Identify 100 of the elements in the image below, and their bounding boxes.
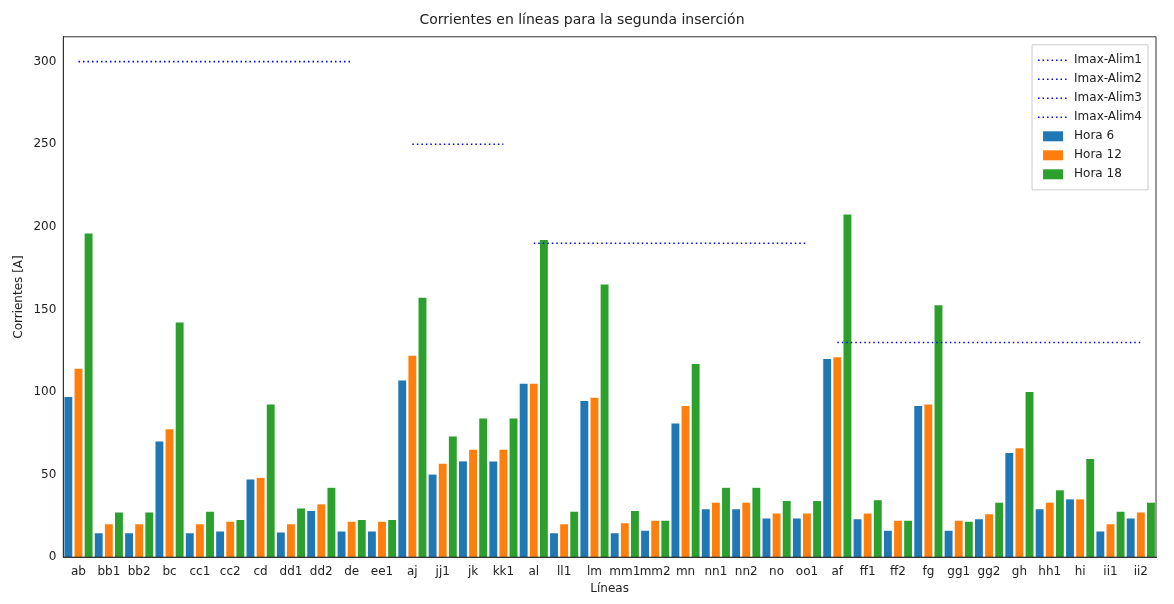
bar (266, 404, 275, 558)
bar (459, 461, 467, 558)
bar (327, 487, 336, 558)
bar (610, 533, 619, 558)
bar (1066, 499, 1074, 558)
x-tick-label: gg1 (947, 563, 971, 578)
bar (883, 530, 892, 558)
bar (641, 530, 650, 558)
legend-label: Hora 12 (1074, 147, 1122, 162)
x-tick-label: lm (586, 563, 602, 578)
x-tick-label: ab (70, 563, 86, 578)
bar (671, 423, 680, 558)
bar (550, 533, 558, 558)
bar (216, 531, 225, 558)
bar (469, 449, 478, 558)
chart-title: Corrientes en líneas para la segunda inserción (419, 11, 745, 28)
bar (995, 502, 1004, 558)
bar (1146, 502, 1155, 558)
bar (924, 404, 933, 558)
bar (843, 214, 852, 558)
x-tick-label: al (528, 563, 540, 578)
x-tick-label: fg (922, 563, 935, 578)
x-tick-label: de (344, 563, 360, 578)
legend-label: Imax-Alim4 (1074, 109, 1142, 124)
x-tick-label: cc2 (219, 563, 241, 578)
x-tick-label: aj (407, 563, 418, 578)
x-tick-label: dd1 (279, 563, 303, 578)
x-tick-label: jj1 (434, 563, 450, 578)
bar (661, 520, 670, 558)
bar (519, 383, 528, 558)
x-tick-label: dd2 (309, 563, 333, 578)
x-tick-label: cd (253, 563, 268, 578)
legend-label: Imax-Alim3 (1074, 90, 1142, 105)
y-tick-label: 250 (33, 136, 57, 151)
bar (863, 513, 872, 558)
bar (175, 322, 184, 558)
bar (236, 520, 245, 558)
bar (732, 509, 741, 558)
y-tick-label: 200 (33, 218, 57, 233)
bar (620, 523, 629, 558)
bar (975, 519, 983, 558)
bar (408, 355, 417, 558)
bar (317, 504, 326, 558)
x-tick-label: mn (675, 563, 696, 578)
bar (954, 520, 963, 558)
x-tick-label: af (831, 563, 844, 578)
bar (711, 502, 720, 558)
bar (206, 511, 214, 558)
x-axis-title: Líneas (590, 580, 629, 595)
x-tick-label: mm1 (609, 563, 641, 578)
bar (742, 502, 751, 558)
x-tick-label: mm2 (639, 563, 671, 578)
bar (1005, 453, 1014, 558)
bar (1055, 490, 1064, 558)
bar (813, 501, 822, 558)
bar (782, 501, 791, 558)
bar (489, 461, 498, 558)
y-axis-title: Corrientes [A] (11, 255, 26, 339)
bar (125, 533, 134, 558)
legend-label: Hora 6 (1074, 128, 1115, 143)
bar (64, 396, 73, 558)
bar (560, 524, 569, 558)
x-tick-label: ii1 (1103, 563, 1118, 578)
bar (347, 521, 356, 558)
y-tick-label: 300 (33, 53, 57, 68)
legend-label: Imax-Alim2 (1074, 71, 1142, 86)
bar (84, 233, 93, 558)
x-tick-label: no (769, 563, 785, 578)
x-tick-label: bc (162, 563, 177, 578)
bar (651, 520, 660, 558)
bar (438, 463, 447, 558)
bar (499, 449, 508, 558)
bar (1086, 458, 1095, 558)
bar (428, 474, 437, 558)
x-tick-label: cc1 (189, 563, 211, 578)
x-tick-label: hh1 (1038, 563, 1062, 578)
y-tick-label: 0 (48, 549, 57, 564)
y-tick-label: 50 (41, 466, 57, 481)
bar (367, 531, 376, 558)
bar (276, 532, 285, 558)
x-tick-label: ff1 (859, 563, 876, 578)
x-tick-label: gh (1011, 563, 1028, 578)
bar (357, 520, 366, 558)
bar (580, 401, 589, 558)
bar (145, 512, 154, 558)
legend-label: Hora 18 (1074, 166, 1122, 181)
bar (904, 520, 913, 558)
legend-label: Imax-Alim1 (1074, 52, 1142, 67)
bar (185, 533, 194, 558)
bar (894, 520, 902, 558)
y-tick-label: 100 (33, 384, 57, 399)
bar (631, 510, 639, 558)
bar (539, 240, 548, 558)
x-tick-label: oo1 (795, 563, 819, 578)
y-tick-label: 150 (33, 301, 57, 316)
bar (307, 510, 316, 558)
bar (964, 521, 973, 558)
bar (1035, 509, 1044, 558)
bar (600, 284, 609, 558)
bar (1116, 511, 1125, 558)
